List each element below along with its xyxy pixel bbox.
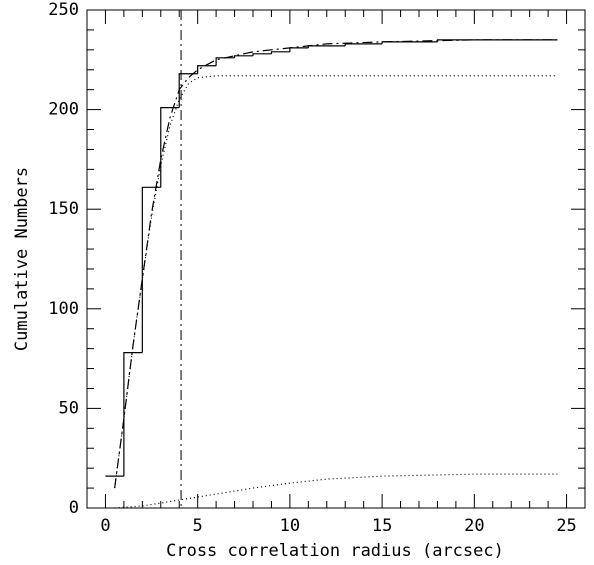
x-tick-label: 5 — [193, 516, 203, 536]
y-tick-label: 50 — [59, 398, 79, 418]
step-segment — [123, 352, 143, 477]
step-segment — [141, 186, 161, 353]
x-tick-label: 20 — [464, 516, 484, 536]
line — [114, 39, 558, 489]
x-tick-label: 15 — [372, 516, 392, 536]
y-tick-label: 200 — [48, 100, 79, 120]
step-segment — [197, 65, 217, 74]
y-tick-label: 100 — [48, 299, 79, 319]
step-segment — [215, 57, 235, 66]
x-tick-label: 10 — [280, 516, 300, 536]
x-tick-label: 0 — [100, 516, 110, 536]
step-segment — [178, 73, 198, 108]
step-segment — [270, 51, 290, 54]
y-tick-label: 250 — [48, 0, 79, 20]
plot-frame — [86, 9, 586, 509]
step-segment — [233, 55, 253, 58]
y-tick-label: 0 — [69, 498, 79, 518]
line — [114, 75, 558, 489]
x-tick-label: 25 — [556, 516, 576, 536]
x-axis-label: Cross correlation radius (arcsec) — [166, 541, 504, 561]
y-axis-label: Cumulative Numbers — [12, 167, 32, 351]
step-segment — [252, 53, 272, 56]
step-segment — [289, 47, 309, 52]
step-segment — [344, 43, 364, 46]
y-tick-label: 150 — [48, 199, 79, 219]
step-segment — [381, 41, 401, 44]
